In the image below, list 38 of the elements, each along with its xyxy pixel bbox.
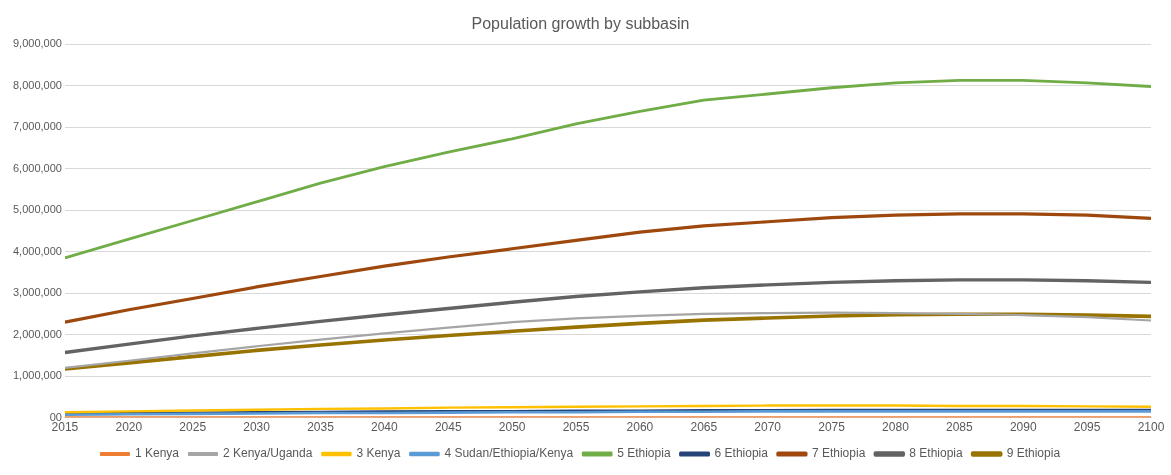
legend-label: 3 Kenya xyxy=(356,446,401,461)
y-tick-label: 5,000,000 xyxy=(13,203,62,216)
legend-label: 9 Ethiopia xyxy=(1006,446,1061,461)
x-tick-label: 2065 xyxy=(690,420,718,435)
x-tick-label: 2050 xyxy=(498,420,526,435)
x-tick-label: 2095 xyxy=(1073,420,1101,435)
y-tick-label: 2,000,000 xyxy=(13,327,62,340)
legend-label: 8 Ethiopia xyxy=(909,446,963,461)
x-tick-label: 2090 xyxy=(1009,420,1037,435)
legend-label: 7 Ethiopia xyxy=(811,446,866,461)
legend-label: 5 Ethiopia xyxy=(617,446,671,461)
x-tick-label: 2025 xyxy=(179,420,207,435)
chart-title: Population growth by subbasin xyxy=(471,15,690,33)
x-tick-label: 2060 xyxy=(626,420,654,435)
x-tick-label: 2045 xyxy=(434,420,462,435)
y-tick-label: 6,000,000 xyxy=(13,161,62,174)
y-tick-label: 3,000,000 xyxy=(13,286,62,299)
x-tick-label: 2085 xyxy=(945,420,974,435)
y-tick-label: 8,000,000 xyxy=(13,78,62,91)
x-tick-label: 2015 xyxy=(51,420,79,435)
legend-label: 2 Kenya/Uganda xyxy=(222,446,313,461)
y-tick-label: 00 xyxy=(49,410,62,423)
x-tick-label: 2100 xyxy=(1137,420,1165,435)
x-tick-label: 2070 xyxy=(754,420,782,435)
x-tick-label: 2055 xyxy=(562,420,590,435)
x-tick-label: 2040 xyxy=(371,420,399,435)
x-tick-label: 2075 xyxy=(818,420,846,435)
y-tick-label: 1,000,000 xyxy=(13,369,62,382)
y-tick-label: 9,000,000 xyxy=(13,37,62,50)
legend-label: 4 Sudan/Ethiopia/Kenya xyxy=(444,446,574,461)
x-tick-label: 2080 xyxy=(882,420,910,435)
x-tick-label: 2030 xyxy=(243,420,271,435)
legend-label: 1 Kenya xyxy=(134,446,180,461)
legend-label: 6 Ethiopia xyxy=(714,446,769,461)
y-tick-label: 4,000,000 xyxy=(13,244,62,257)
x-tick-label: 2035 xyxy=(307,420,335,435)
x-tick-label: 2020 xyxy=(115,420,143,435)
y-tick-label: 7,000,000 xyxy=(13,120,62,133)
